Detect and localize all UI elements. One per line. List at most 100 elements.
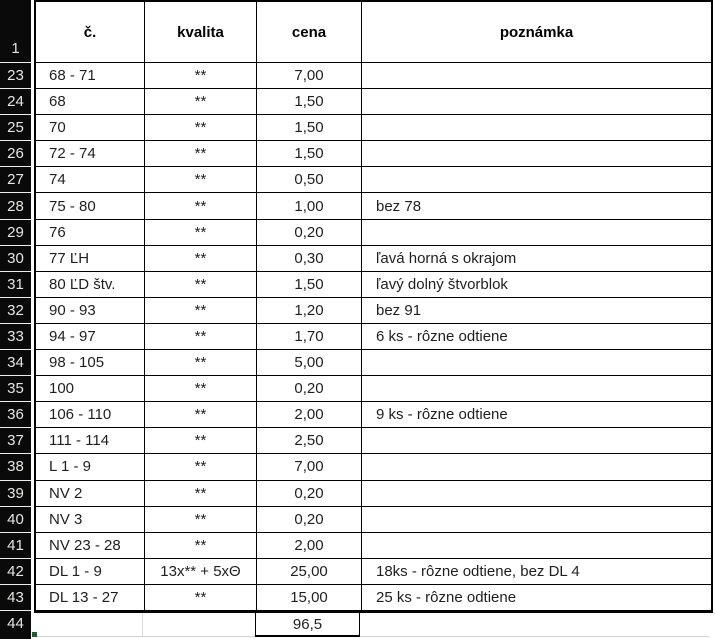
cell-c-row-36[interactable]: 106 - 110 bbox=[36, 402, 145, 429]
cell-cena-row-36[interactable]: 2,00 bbox=[257, 402, 362, 429]
row-header-31[interactable]: 31 bbox=[0, 271, 31, 298]
row-header-44[interactable]: 44 bbox=[0, 610, 31, 637]
cell-kvalita-row-33[interactable]: ** bbox=[145, 323, 257, 351]
cell-kvalita-row-39[interactable]: ** bbox=[145, 480, 257, 507]
cell-kvalita-row-28[interactable]: ** bbox=[145, 193, 257, 220]
cell-c-row-41[interactable]: NV 23 - 28 bbox=[36, 532, 145, 559]
cell-poznamka-row-27[interactable] bbox=[362, 167, 711, 194]
cell-c-row-38[interactable]: L 1 - 9 bbox=[36, 454, 145, 481]
cell-poznamka-row-31[interactable]: ľavý dolný štvorblok bbox=[362, 271, 711, 298]
cell-kvalita-row-29[interactable]: ** bbox=[145, 219, 257, 246]
cell-kvalita-row-30[interactable]: ** bbox=[145, 245, 257, 272]
row-header-37[interactable]: 37 bbox=[0, 428, 31, 455]
cell-c-row-26[interactable]: 72 - 74 bbox=[36, 141, 145, 168]
row-header-43[interactable]: 43 bbox=[0, 584, 31, 611]
cell-poznamka-row-30[interactable]: ľavá horná s okrajom bbox=[362, 245, 711, 272]
cell-c-row-30[interactable]: 77 ĽH bbox=[36, 245, 145, 272]
row-header-24[interactable]: 24 bbox=[0, 89, 31, 116]
cell-poznamka-row-34[interactable] bbox=[362, 350, 711, 377]
cell-kvalita-row-27[interactable]: ** bbox=[145, 167, 257, 194]
cell-kvalita-row-25[interactable]: ** bbox=[145, 115, 257, 142]
cell-kvalita-row-43[interactable]: ** bbox=[145, 584, 257, 611]
column-header-kvalita[interactable]: kvalita bbox=[145, 2, 257, 63]
cell-kvalita-row-35[interactable]: ** bbox=[145, 376, 257, 403]
row-header-33[interactable]: 33 bbox=[0, 323, 31, 351]
cell-poznamka-row-33[interactable]: 6 ks - rôzne odtiene bbox=[362, 323, 711, 351]
cell-poznamka-row-42[interactable]: 18ks - rôzne odtiene, bez DL 4 bbox=[362, 558, 711, 585]
cell-poznamka-row-25[interactable] bbox=[362, 115, 711, 142]
cell-kvalita-row-37[interactable]: ** bbox=[145, 428, 257, 455]
row-header-29[interactable]: 29 bbox=[0, 219, 31, 246]
cell-kvalita-row-26[interactable]: ** bbox=[145, 141, 257, 168]
row-header-39[interactable]: 39 bbox=[0, 480, 31, 507]
cell-kvalita-row-41[interactable]: ** bbox=[145, 532, 257, 559]
cell-cena-row-26[interactable]: 1,50 bbox=[257, 141, 362, 168]
cell-poznamka-row-26[interactable] bbox=[362, 141, 711, 168]
row-header-27[interactable]: 27 bbox=[0, 167, 31, 194]
cell-cena-row-41[interactable]: 2,00 bbox=[257, 532, 362, 559]
cell-c-row-27[interactable]: 74 bbox=[36, 167, 145, 194]
row-header-30[interactable]: 30 bbox=[0, 245, 31, 272]
row-header-32[interactable]: 32 bbox=[0, 297, 31, 324]
cell-c-row-29[interactable]: 76 bbox=[36, 219, 145, 246]
cell-kvalita-row-32[interactable]: ** bbox=[145, 297, 257, 324]
total-cell-cena[interactable]: 96,5 bbox=[255, 613, 360, 637]
row-header-25[interactable]: 25 bbox=[0, 115, 31, 142]
cell-c-row-35[interactable]: 100 bbox=[36, 376, 145, 403]
cell-c-row-40[interactable]: NV 3 bbox=[36, 506, 145, 533]
column-header-cena[interactable]: cena bbox=[257, 2, 362, 63]
cell-kvalita-row-38[interactable]: ** bbox=[145, 454, 257, 481]
cell-c-row-42[interactable]: DL 1 - 9 bbox=[36, 558, 145, 585]
row-header-38[interactable]: 38 bbox=[0, 454, 31, 481]
cell-c-row-37[interactable]: 111 - 114 bbox=[36, 428, 145, 455]
row-header-40[interactable]: 40 bbox=[0, 506, 31, 533]
cell-c-row-43[interactable]: DL 13 - 27 bbox=[36, 584, 145, 611]
cell-poznamka-row-35[interactable] bbox=[362, 376, 711, 403]
column-header-poznamka[interactable]: poznámka bbox=[362, 2, 711, 63]
cell-kvalita-row-42[interactable]: 13x** + 5xΘ bbox=[145, 558, 257, 585]
cell-poznamka-row-43[interactable]: 25 ks - rôzne odtiene bbox=[362, 584, 711, 611]
cell-cena-row-30[interactable]: 0,30 bbox=[257, 245, 362, 272]
column-header-c[interactable]: č. bbox=[36, 2, 145, 63]
cell-poznamka-row-32[interactable]: bez 91 bbox=[362, 297, 711, 324]
cell-cena-row-24[interactable]: 1,50 bbox=[257, 89, 362, 116]
cell-kvalita-row-31[interactable]: ** bbox=[145, 271, 257, 298]
cell-cena-row-35[interactable]: 0,20 bbox=[257, 376, 362, 403]
row-header-35[interactable]: 35 bbox=[0, 376, 31, 403]
cell-poznamka-row-40[interactable] bbox=[362, 506, 711, 533]
cell-cena-row-25[interactable]: 1,50 bbox=[257, 115, 362, 142]
row-header-23[interactable]: 23 bbox=[0, 63, 31, 90]
total-cell-poznamka[interactable] bbox=[360, 613, 709, 637]
cell-poznamka-row-29[interactable] bbox=[362, 219, 711, 246]
cell-cena-row-40[interactable]: 0,20 bbox=[257, 506, 362, 533]
total-cell-c[interactable] bbox=[34, 613, 143, 637]
cell-kvalita-row-34[interactable]: ** bbox=[145, 350, 257, 377]
cell-c-row-32[interactable]: 90 - 93 bbox=[36, 297, 145, 324]
total-cell-kvalita[interactable] bbox=[143, 613, 255, 637]
row-header-36[interactable]: 36 bbox=[0, 402, 31, 429]
cell-c-row-33[interactable]: 94 - 97 bbox=[36, 323, 145, 351]
cell-cena-row-42[interactable]: 25,00 bbox=[257, 558, 362, 585]
cell-cena-row-34[interactable]: 5,00 bbox=[257, 350, 362, 377]
cell-cena-row-31[interactable]: 1,50 bbox=[257, 271, 362, 298]
cell-cena-row-29[interactable]: 0,20 bbox=[257, 219, 362, 246]
row-header-1[interactable]: 1 bbox=[0, 0, 31, 63]
cell-c-row-39[interactable]: NV 2 bbox=[36, 480, 145, 507]
row-header-34[interactable]: 34 bbox=[0, 350, 31, 377]
cell-poznamka-row-24[interactable] bbox=[362, 89, 711, 116]
cell-c-row-31[interactable]: 80 ĽD štv. bbox=[36, 271, 145, 298]
cell-cena-row-39[interactable]: 0,20 bbox=[257, 480, 362, 507]
cell-kvalita-row-40[interactable]: ** bbox=[145, 506, 257, 533]
cell-cena-row-23[interactable]: 7,00 bbox=[257, 63, 362, 90]
row-header-26[interactable]: 26 bbox=[0, 141, 31, 168]
cell-c-row-34[interactable]: 98 - 105 bbox=[36, 350, 145, 377]
cell-kvalita-row-24[interactable]: ** bbox=[145, 89, 257, 116]
cell-c-row-23[interactable]: 68 - 71 bbox=[36, 63, 145, 90]
cell-cena-row-33[interactable]: 1,70 bbox=[257, 323, 362, 351]
cell-c-row-25[interactable]: 70 bbox=[36, 115, 145, 142]
cell-c-row-24[interactable]: 68 bbox=[36, 89, 145, 116]
row-header-28[interactable]: 28 bbox=[0, 193, 31, 220]
cell-poznamka-row-36[interactable]: 9 ks - rôzne odtiene bbox=[362, 402, 711, 429]
cell-poznamka-row-39[interactable] bbox=[362, 480, 711, 507]
row-header-41[interactable]: 41 bbox=[0, 532, 31, 559]
